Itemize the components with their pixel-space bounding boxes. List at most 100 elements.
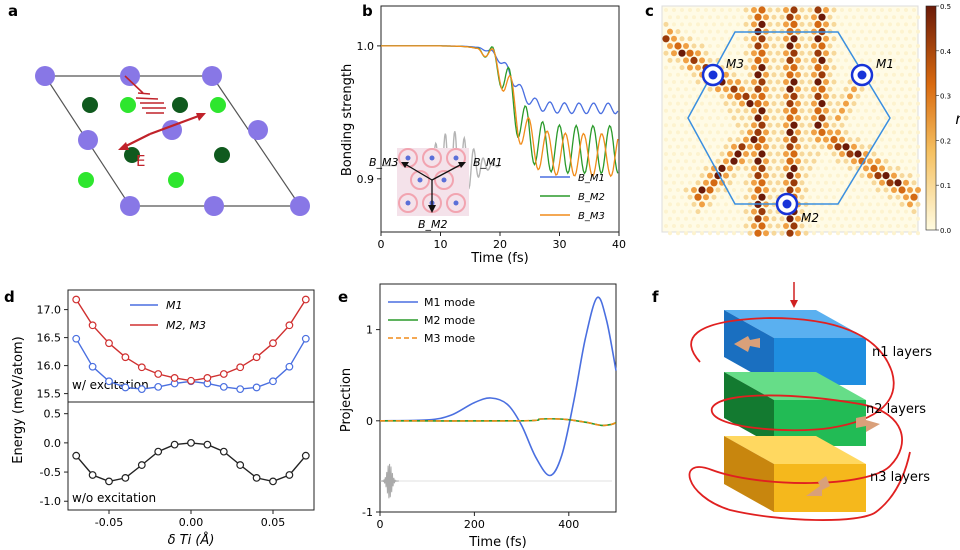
data-point bbox=[170, 374, 179, 382]
marker-m1 bbox=[850, 63, 874, 87]
data-point bbox=[137, 385, 146, 394]
helix-path bbox=[688, 317, 911, 521]
data-point bbox=[301, 451, 310, 460]
y-tick-label: -0.5 bbox=[40, 466, 61, 479]
incident-arrow bbox=[790, 282, 798, 308]
label-m3: M3 bbox=[726, 57, 744, 71]
data-point bbox=[269, 377, 277, 386]
data-point bbox=[121, 353, 130, 362]
x-axis-label-e: Time (fs) bbox=[468, 535, 526, 550]
data-point bbox=[137, 461, 146, 469]
x-tick-label: 0.05 bbox=[261, 516, 286, 529]
data-point bbox=[285, 362, 294, 371]
x-tick-label: 200 bbox=[464, 518, 485, 531]
colorbar-ticks: 0.0 0.1 0.2 0.3 0.4 0.5 bbox=[936, 3, 952, 235]
x-tick-label: 10 bbox=[434, 238, 448, 251]
gray-pulse-e bbox=[380, 463, 612, 499]
plot-frame-e bbox=[379, 283, 617, 513]
legend-e-m1: M1 mode bbox=[424, 296, 475, 309]
y-tick-label: 0.5 bbox=[44, 408, 62, 421]
field-arrow bbox=[118, 112, 206, 150]
y-axis-label-e: Projection bbox=[339, 368, 354, 432]
x-axis-label-d: δ Ti (Å) bbox=[168, 532, 215, 548]
series-e-m1-line bbox=[379, 296, 617, 477]
y-tick-label: 0 bbox=[366, 415, 373, 428]
inset-label-bm2: B_M2 bbox=[418, 218, 448, 231]
legend-e-m3: M3 mode bbox=[424, 332, 475, 345]
data-point bbox=[170, 440, 179, 449]
marker-m3 bbox=[701, 63, 725, 87]
data-point bbox=[301, 295, 310, 304]
legend-d: M1 M2, M3 bbox=[130, 299, 206, 332]
legend-b: B_M1 B_M2 B_M3 bbox=[540, 173, 605, 222]
panel-b: b 0 10 20 30 40 0.9 1.0 Bonding strength Time … bbox=[340, 2, 626, 266]
y-tick-label: 1 bbox=[366, 324, 373, 337]
panel-label-b: b bbox=[362, 2, 373, 20]
data-point bbox=[105, 477, 113, 486]
colorbar-tick-label: 0.0 bbox=[940, 227, 951, 235]
legend-d-m23: M2, M3 bbox=[166, 319, 206, 332]
data-point bbox=[203, 374, 212, 382]
data-point bbox=[88, 471, 97, 479]
data-point bbox=[269, 339, 277, 348]
data-point bbox=[105, 339, 113, 348]
colorbar-tick-label: 0.5 bbox=[940, 3, 951, 11]
x-tick-label: 20 bbox=[493, 238, 507, 251]
panel-label-e: e bbox=[338, 288, 348, 306]
x-tick-label: 0 bbox=[377, 518, 384, 531]
y-tick-label: 0.9 bbox=[357, 173, 375, 186]
heatmap-cells bbox=[662, 6, 921, 237]
series-d-m1-points bbox=[72, 334, 310, 394]
x-tick-label: 400 bbox=[558, 518, 579, 531]
inset-label-bm3: B_M3 bbox=[369, 156, 399, 169]
data-point bbox=[88, 321, 97, 330]
panel-f: f n1 layers n2 layers n3 layers bbox=[652, 282, 932, 521]
y-tick-label: 16.5 bbox=[37, 332, 62, 345]
panel-a: a E bbox=[8, 2, 310, 216]
legend-b-m1: B_M1 bbox=[578, 173, 605, 184]
series-d-bottom-points bbox=[72, 438, 310, 486]
colorbar-tick-label: 0.4 bbox=[940, 48, 952, 56]
light-green-atoms bbox=[78, 97, 226, 188]
panel-label-d: d bbox=[4, 288, 15, 306]
data-point bbox=[105, 377, 113, 386]
x-tick-label: -0.05 bbox=[95, 516, 123, 529]
data-point bbox=[252, 353, 261, 362]
series-e-m3-line bbox=[379, 417, 617, 427]
data-point bbox=[121, 473, 130, 482]
label-m2: M2 bbox=[801, 211, 819, 225]
layer-label-n2: n2 layers bbox=[866, 402, 926, 417]
data-point bbox=[203, 440, 212, 449]
series-d-m23-points bbox=[72, 295, 310, 385]
panel-e: e 0 200 400 1 0 -1 Projection Time (fs) M1 mo… bbox=[338, 283, 617, 550]
data-point bbox=[301, 334, 310, 343]
x-tick-label: 0.00 bbox=[179, 516, 204, 529]
x-axis-label-b: Time (fs) bbox=[470, 251, 528, 266]
data-point bbox=[154, 370, 163, 378]
legend-e: M1 mode M2 mode M3 mode bbox=[388, 296, 475, 345]
data-point bbox=[236, 385, 245, 394]
y-axis-label-d: Energy (meV/atom) bbox=[11, 336, 26, 463]
panel-label-c: c bbox=[645, 2, 654, 20]
colorbar-tick-label: 0.2 bbox=[940, 137, 951, 145]
data-point bbox=[88, 362, 97, 371]
legend-b-m3: B_M3 bbox=[578, 211, 605, 222]
brillouin-zone bbox=[687, 31, 891, 205]
data-point bbox=[219, 447, 228, 456]
y-axis-label-b: Bonding strength bbox=[340, 64, 355, 176]
colorbar-tick-label: 0.1 bbox=[940, 182, 951, 190]
data-point bbox=[219, 382, 228, 391]
block-middle bbox=[724, 372, 866, 446]
data-point bbox=[72, 334, 81, 343]
data-point bbox=[269, 477, 277, 486]
data-point bbox=[236, 363, 245, 372]
block-bottom bbox=[724, 436, 866, 512]
y-tick-label: -1 bbox=[362, 506, 373, 519]
colorbar bbox=[925, 5, 937, 231]
colorbar-tick-label: 0.3 bbox=[940, 93, 951, 101]
purple-atoms bbox=[35, 66, 310, 216]
y-tick-label: 1.0 bbox=[357, 40, 375, 53]
data-point bbox=[154, 382, 163, 391]
panel-d: d 15.5 16.0 16.5 17.0 0.5 0.0 -0.5 -1.0 -0.05 0.0… bbox=[4, 288, 315, 548]
